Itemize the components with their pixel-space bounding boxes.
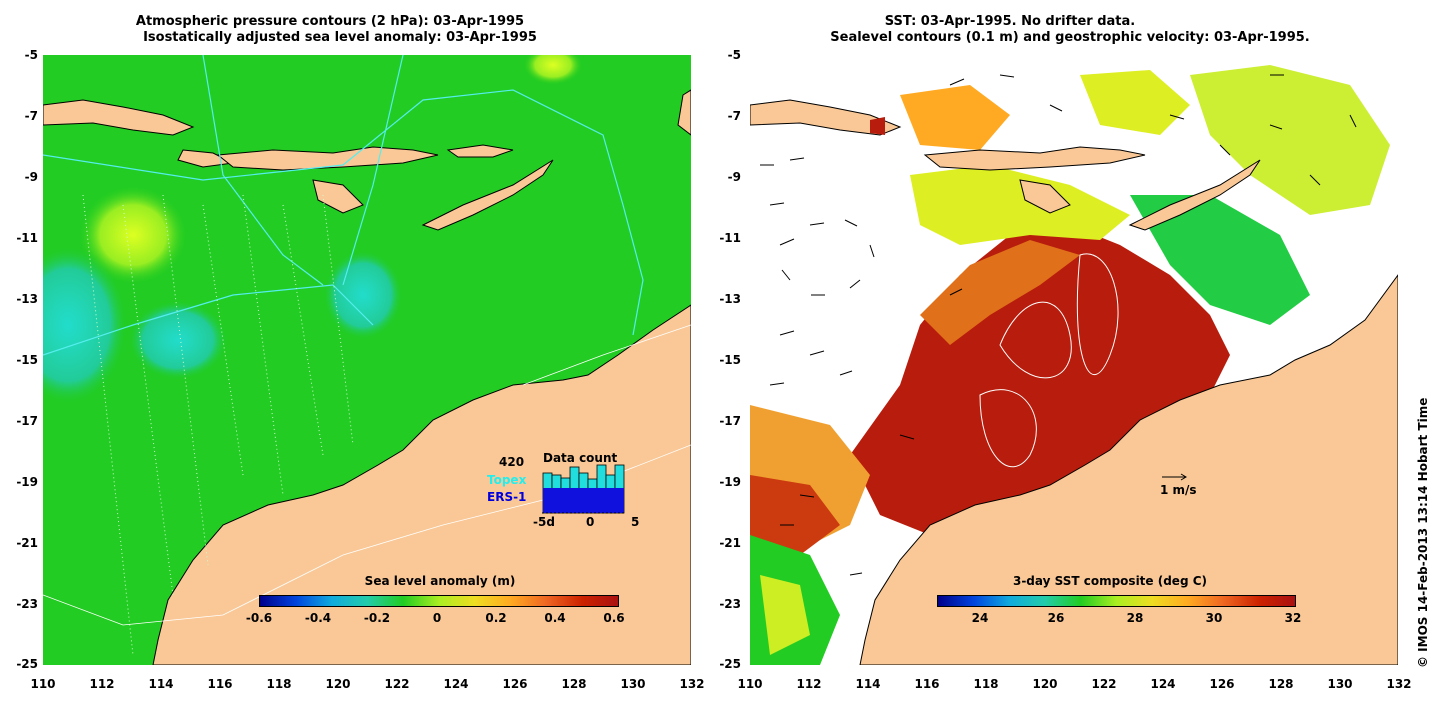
left-xtick: 118	[266, 677, 292, 691]
left-xtick: 114	[148, 677, 174, 691]
left-colorbar	[259, 595, 619, 607]
right-xtick: 130	[1327, 677, 1353, 691]
left-xtick: 116	[207, 677, 233, 691]
right-title-line2: Sealevel contours (0.1 m) and geostrophi…	[830, 30, 1310, 45]
australia-land	[152, 304, 691, 665]
sea-level-map[interactable]	[43, 55, 691, 665]
right-ytick: -5	[727, 48, 741, 62]
right-ytick: -21	[719, 536, 741, 550]
left-ytick: -9	[24, 170, 38, 184]
left-ytick: -25	[16, 657, 38, 671]
left-xtick: 128	[561, 677, 587, 691]
right-ytick: -25	[719, 657, 741, 671]
inset-xtick: 0	[586, 515, 595, 529]
right-colorbar-tick: 24	[971, 611, 989, 625]
right-ytick: -9	[727, 170, 741, 184]
left-colorbar-tick: 0.2	[485, 611, 507, 625]
right-ytick: -17	[719, 414, 741, 428]
right-xtick: 112	[796, 677, 822, 691]
right-xtick: 122	[1091, 677, 1117, 691]
inset-xtick: 5	[631, 515, 640, 529]
right-colorbar-tick: 32	[1284, 611, 1302, 625]
inset-topex-label: Topex	[487, 473, 527, 487]
left-ytick: -5	[24, 48, 38, 62]
left-colorbar-tick: -0.6	[245, 611, 273, 625]
right-ytick: -15	[719, 353, 741, 367]
copyright-notice: © IMOS 14-Feb-2013 13:14 Hobart Time	[1416, 397, 1430, 668]
right-xtick: 114	[855, 677, 881, 691]
left-colorbar-tick: 0.4	[544, 611, 566, 625]
left-xtick: 124	[443, 677, 469, 691]
right-colorbar-tick: 30	[1205, 611, 1223, 625]
left-colorbar-tick: -0.4	[304, 611, 332, 625]
right-xtick: 110	[737, 677, 763, 691]
left-colorbar-tick: 0.6	[603, 611, 625, 625]
sea-level-map-graphic	[43, 55, 691, 665]
left-ytick: -13	[16, 292, 38, 306]
left-xtick: 120	[325, 677, 351, 691]
inset-bar-chart	[542, 464, 626, 514]
left-title-line1: Atmospheric pressure contours (2 hPa): 0…	[135, 14, 525, 29]
australia-land-right	[859, 274, 1398, 665]
right-colorbar	[937, 595, 1296, 607]
right-ytick: -13	[719, 292, 741, 306]
right-xtick: 126	[1209, 677, 1235, 691]
vector-scale-label: 1 m/s	[1160, 483, 1197, 497]
left-ytick: -15	[16, 353, 38, 367]
right-ytick: -19	[719, 475, 741, 489]
right-xtick: 128	[1268, 677, 1294, 691]
sst-map[interactable]	[750, 55, 1398, 665]
right-title-line1: SST: 03-Apr-1995. No drifter data.	[884, 14, 1136, 29]
right-xtick: 120	[1032, 677, 1058, 691]
left-ytick: -23	[16, 597, 38, 611]
right-ytick: -23	[719, 597, 741, 611]
right-xtick: 118	[973, 677, 999, 691]
left-ytick: -11	[16, 231, 38, 245]
left-xtick: 132	[679, 677, 705, 691]
left-ytick: -19	[16, 475, 38, 489]
right-colorbar-tick: 28	[1126, 611, 1144, 625]
left-xtick: 110	[30, 677, 56, 691]
left-ytick: -7	[24, 109, 38, 123]
left-ytick: -21	[16, 536, 38, 550]
inset-ers-label: ERS-1	[487, 490, 527, 504]
left-title-line2: Isostatically adjusted sea level anomaly…	[143, 30, 537, 45]
sst-map-graphic	[750, 55, 1398, 665]
left-colorbar-title: Sea level anomaly (m)	[364, 574, 516, 588]
right-xtick: 116	[914, 677, 940, 691]
left-xtick: 122	[384, 677, 410, 691]
inset-title: Data count	[543, 451, 618, 465]
left-colorbar-tick: 0	[432, 611, 442, 625]
right-xtick: 132	[1386, 677, 1412, 691]
left-xtick: 130	[620, 677, 646, 691]
right-ytick: -11	[719, 231, 741, 245]
right-colorbar-tick: 26	[1047, 611, 1065, 625]
left-colorbar-tick: -0.2	[363, 611, 391, 625]
right-ytick: -7	[727, 109, 741, 123]
inset-count: 420	[499, 455, 525, 469]
left-xtick: 112	[89, 677, 115, 691]
inset-xtick: -5d	[533, 515, 555, 529]
left-xtick: 126	[502, 677, 528, 691]
right-xtick: 124	[1150, 677, 1176, 691]
left-ytick: -17	[16, 414, 38, 428]
right-colorbar-title: 3-day SST composite (deg C)	[1012, 574, 1208, 588]
